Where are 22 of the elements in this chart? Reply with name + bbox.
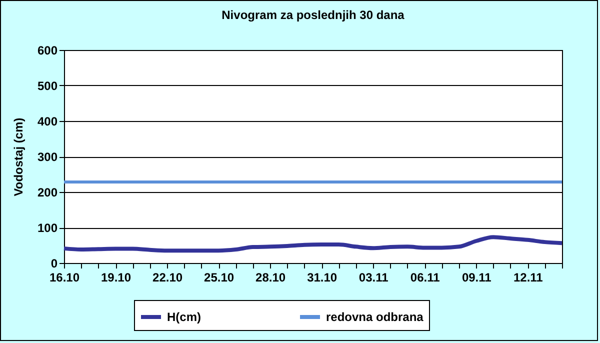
x-tick-label: 31.10 [307, 270, 338, 284]
legend-label: redovna odbrana [326, 310, 424, 324]
legend-label: H(cm) [167, 310, 202, 324]
line-series [62, 235, 564, 253]
x-tick-label: 25.10 [204, 270, 234, 284]
x-tick-label: 06.11 [410, 270, 440, 284]
x-tick-label: 03.11 [358, 270, 389, 284]
chart-title: Nivogram za poslednjih 30 dana [222, 8, 405, 22]
x-tick-label: 16.10 [49, 270, 80, 284]
x-tick-label: 28.10 [256, 270, 286, 284]
y-tick-label: 500 [37, 79, 58, 93]
x-tick-label: 12.11 [513, 270, 544, 284]
y-tick-label: 200 [37, 186, 58, 200]
y-tick-label: 100 [37, 221, 58, 235]
y-tick-label: 600 [37, 44, 58, 58]
x-tick-label: 22.10 [152, 270, 183, 284]
x-tick-label: 09.11 [462, 270, 492, 284]
x-tick-label: 19.10 [101, 270, 132, 284]
y-tick-label: 0 [50, 256, 58, 270]
y-axis-title: Vodostaj (cm) [11, 118, 26, 196]
y-tick-label: 300 [37, 150, 58, 164]
y-tick-label: 400 [37, 114, 58, 128]
